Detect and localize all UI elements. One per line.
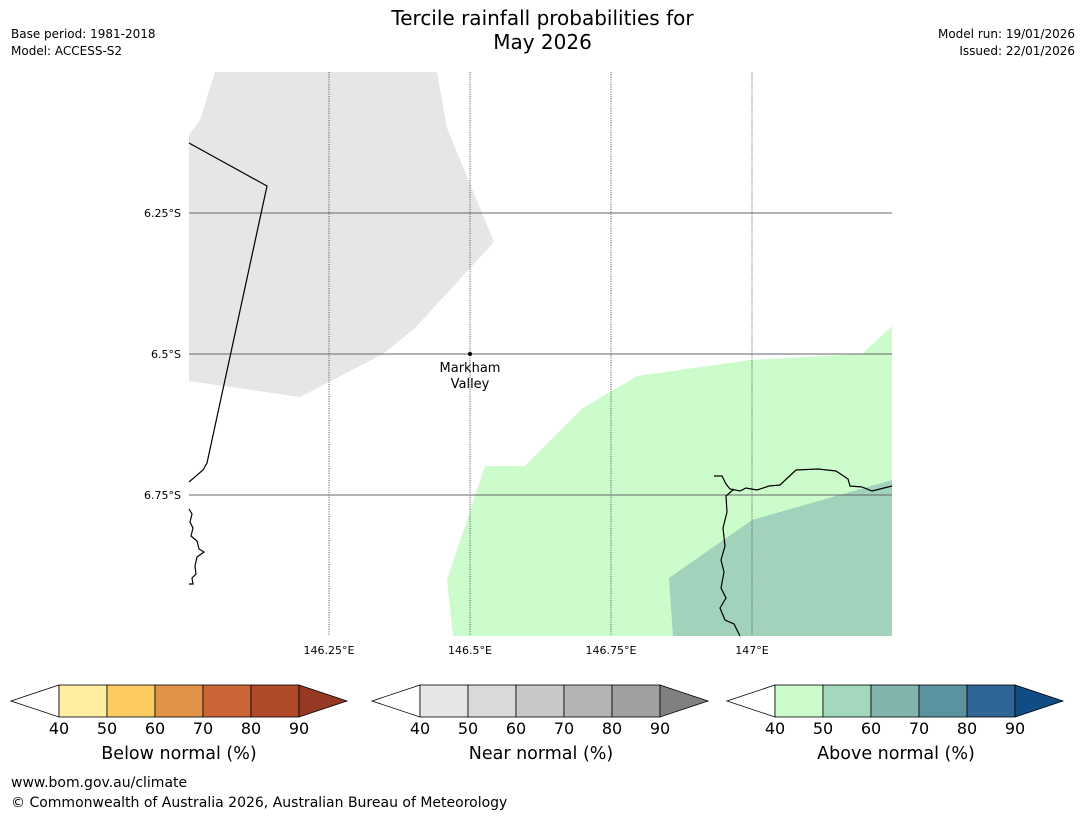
- below-normal-colorbar-segment: [106, 684, 156, 718]
- lon-label-147: 147°E: [735, 644, 768, 657]
- near-normal-region: [189, 72, 494, 397]
- below-normal-colorbar-tick: 50: [97, 719, 117, 738]
- title-line-2: May 2026: [493, 30, 592, 54]
- meridians: [328, 72, 753, 636]
- near-normal-colorbar-segment: [467, 684, 517, 718]
- near-normal-colorbar-tick: 90: [650, 719, 670, 738]
- below-normal-colorbar-tick: 60: [145, 719, 165, 738]
- above-normal-colorbar-low-extend: [725, 684, 776, 718]
- place-label-line-1: Markham: [440, 361, 501, 376]
- below-normal-colorbar-tick: 90: [289, 719, 309, 738]
- near-normal-colorbar-segment: [515, 684, 565, 718]
- near-normal-colorbar-tick: 80: [602, 719, 622, 738]
- above-normal-colorbar-tick: 70: [909, 719, 929, 738]
- near-normal-colorbar-tick: 50: [458, 719, 478, 738]
- near-normal-colorbar-tick: 40: [410, 719, 430, 738]
- lon-label-146-5: 146.5°E: [448, 644, 492, 657]
- above-normal-colorbar-segment: [966, 684, 1016, 718]
- map-area: Markham Valley 6.25°S 6.5°S 6.75°S 146.2…: [144, 72, 893, 657]
- place-label-line-2: Valley: [451, 377, 490, 392]
- meta-left: Base period: 1981-2018 Model: ACCESS-S2: [11, 26, 156, 60]
- title-line-1: Tercile rainfall probabilities for: [391, 6, 694, 30]
- issued-date: Issued: 22/01/2026: [959, 44, 1075, 58]
- lat-label-6-25: 6.25°S: [144, 207, 181, 220]
- near-normal-colorbar-low-extend: [370, 684, 421, 718]
- above-normal-label: Above normal (%): [817, 744, 975, 764]
- above-normal-colorbar-tick: 60: [861, 719, 881, 738]
- below-normal-colorbar-segment: [202, 684, 252, 718]
- above-normal-colorbar-high-extend: [1014, 684, 1065, 718]
- above-normal-colorbar-segment: [774, 684, 824, 718]
- near-normal-colorbar-segment: [563, 684, 613, 718]
- below-normal-colorbar-segment: [154, 684, 204, 718]
- meta-right: Model run: 19/01/2026 Issued: 22/01/2026: [938, 26, 1075, 60]
- below-normal-colorbar-tick: 80: [241, 719, 261, 738]
- near-normal-colorbar-high-extend: [659, 684, 710, 718]
- coastline-gulf: [714, 468, 893, 492]
- below-normal-colorbar-high-extend: [298, 684, 349, 718]
- map-title: Tercile rainfall probabilities for May 2…: [0, 6, 1085, 54]
- below-normal-colorbar-segment: [250, 684, 300, 718]
- copyright-text: © Commonwealth of Australia 2026, Austra…: [11, 795, 508, 811]
- border-line: [188, 142, 268, 483]
- coastline-river: [719, 488, 741, 637]
- place-marker: [468, 352, 472, 356]
- above-normal-colorbar-tick: 90: [1005, 719, 1025, 738]
- lat-label-6-5: 6.5°S: [151, 348, 181, 361]
- below-normal-label: Below normal (%): [101, 744, 257, 764]
- above-normal-colorbar-tick: 80: [957, 719, 977, 738]
- base-period: Base period: 1981-2018: [11, 27, 156, 41]
- near-normal-colorbar-tick: 70: [554, 719, 574, 738]
- near-normal-colorbar-segment: [419, 684, 469, 718]
- lat-label-6-75: 6.75°S: [144, 489, 181, 502]
- above-normal-colorbar-tick: 40: [765, 719, 785, 738]
- above-normal-colorbar-tick: 50: [813, 719, 833, 738]
- below-normal-colorbar-low-extend: [9, 684, 60, 718]
- coastline-west: [188, 508, 206, 585]
- model-run: Model run: 19/01/2026: [937, 27, 1075, 41]
- near-normal-colorbar-tick: 60: [506, 719, 526, 738]
- below-normal-colorbar-segment: [58, 684, 108, 718]
- lon-label-146-25: 146.25°E: [304, 644, 355, 657]
- near-normal-label: Near normal (%): [468, 744, 614, 764]
- above-normal-colorbar-segment: [822, 684, 872, 718]
- above-normal-colorbar-segment: [918, 684, 968, 718]
- near-normal-colorbar-segment: [611, 684, 661, 718]
- colorbar-legend: 40 50 60 70 80 90 40 50 60 70 80 90 40 50 60 70 80 90: [9, 684, 1065, 738]
- below-normal-colorbar-tick: 70: [193, 719, 213, 738]
- below-normal-colorbar-tick: 40: [49, 719, 69, 738]
- lon-label-146-75: 146.75°E: [586, 644, 637, 657]
- model-name: Model: ACCESS-S2: [11, 44, 123, 58]
- website-link[interactable]: www.bom.gov.au/climate: [11, 775, 188, 791]
- above-normal-50-region: [669, 480, 892, 636]
- gridlines: [189, 212, 892, 496]
- above-normal-colorbar-segment: [870, 684, 920, 718]
